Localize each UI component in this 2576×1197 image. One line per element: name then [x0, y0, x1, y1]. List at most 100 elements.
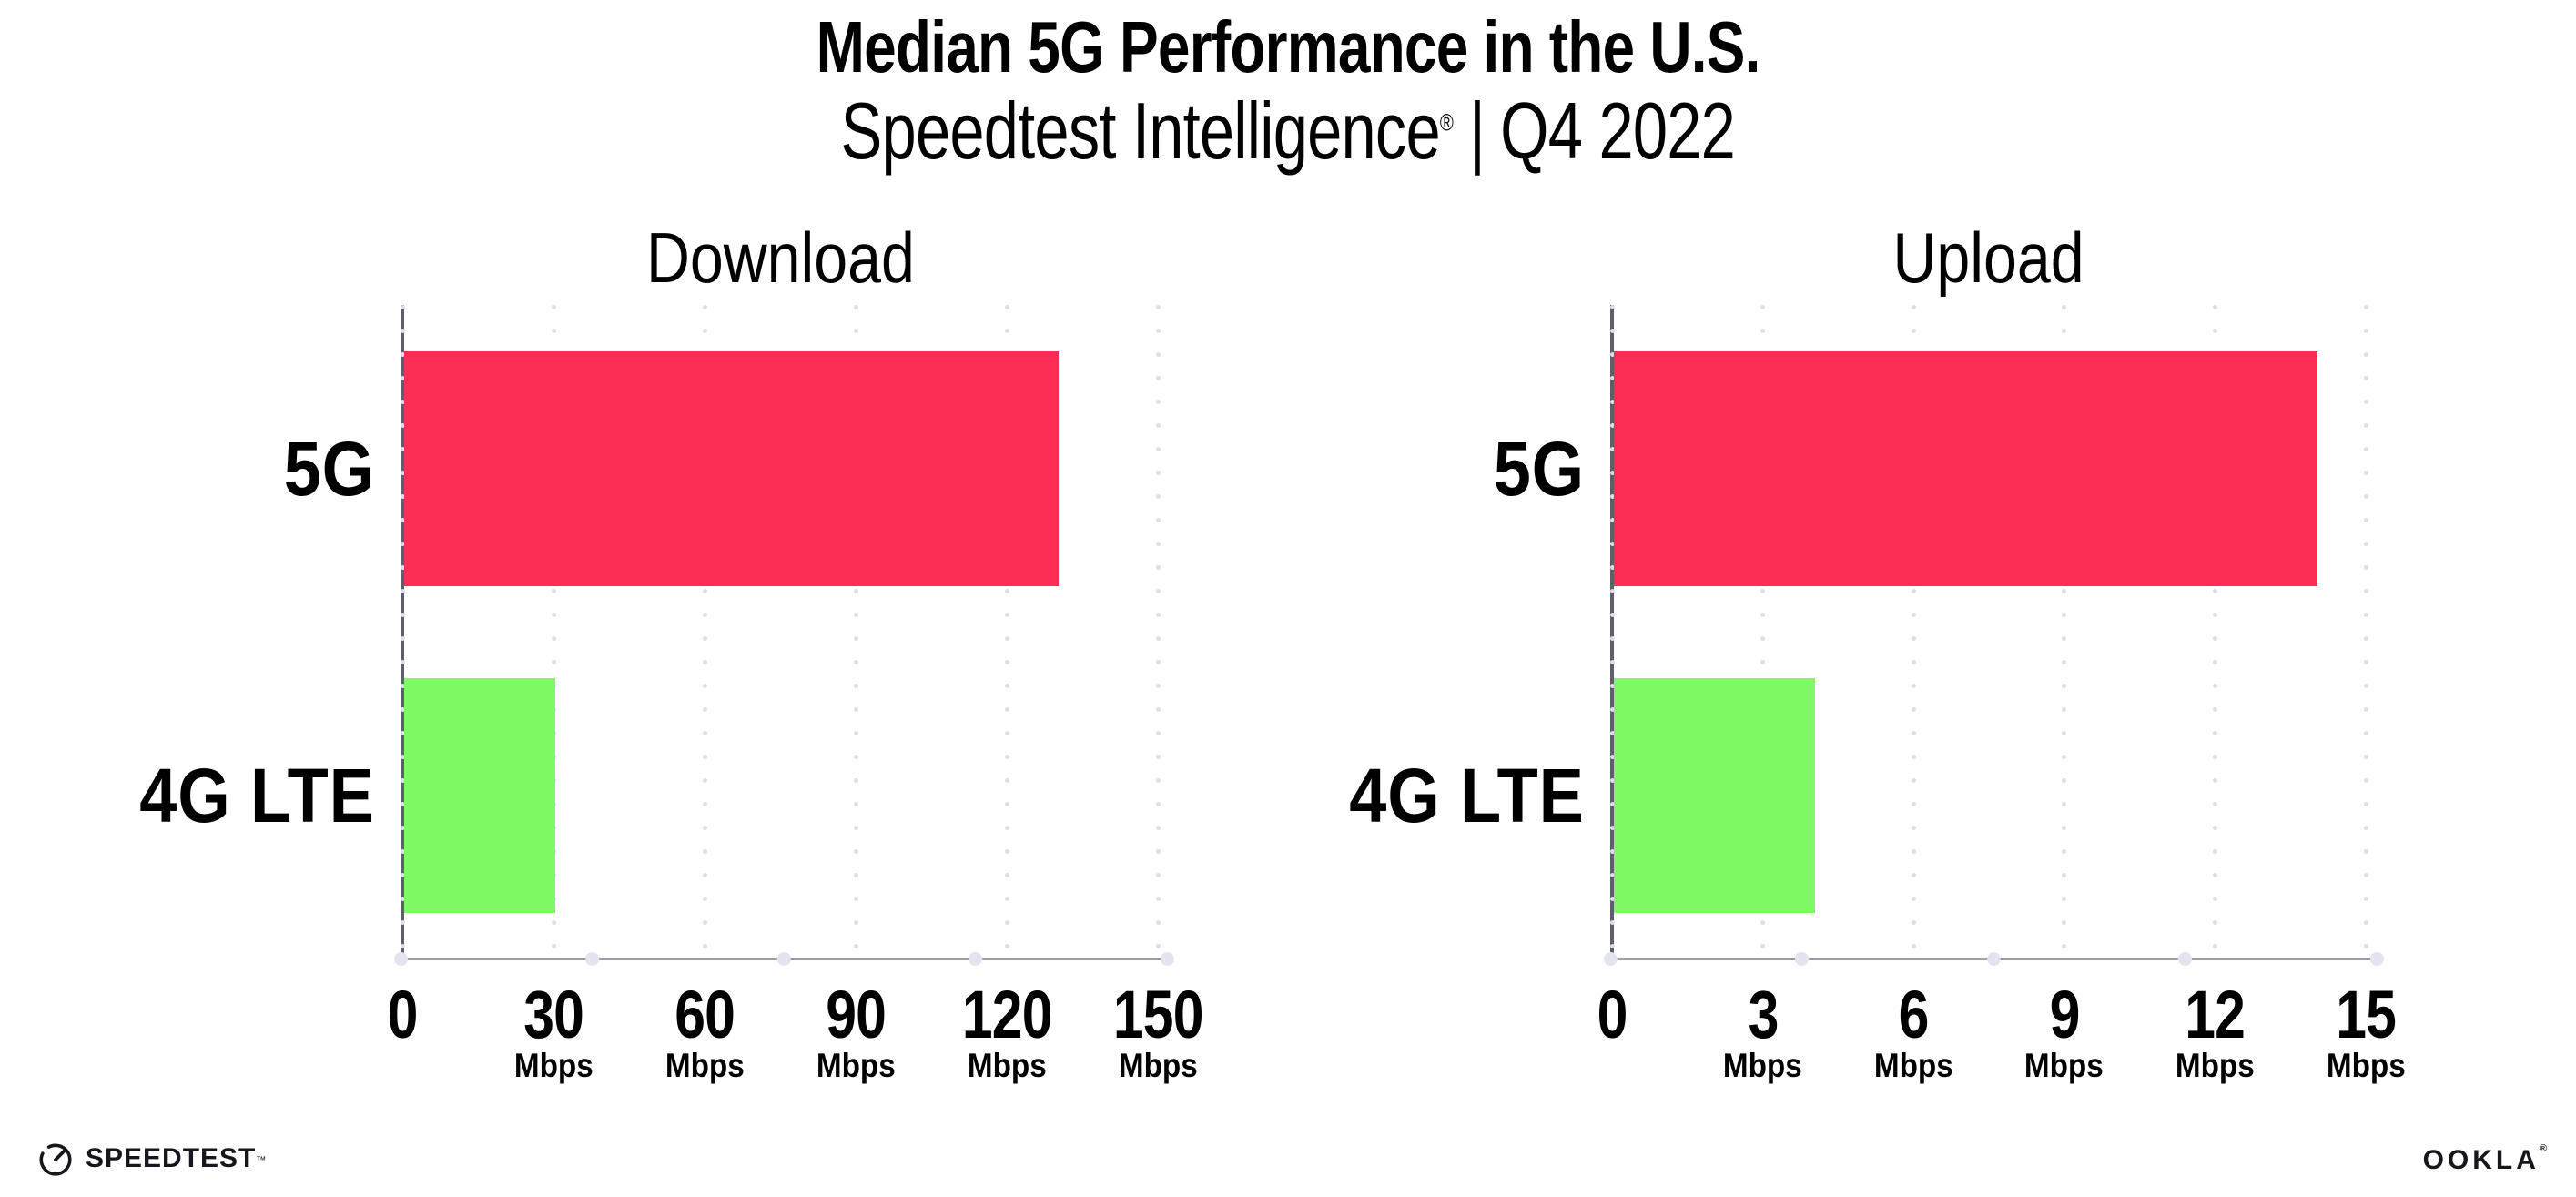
subtitle-product: Speedtest Intelligence — [840, 86, 1441, 176]
bar-4g-lte-download — [404, 678, 555, 913]
ookla-wordmark: OOKLA — [2422, 1145, 2540, 1175]
x-tick-unit-120: Mbps — [916, 1049, 1098, 1082]
x-tick-unit-text: Mbps — [2326, 1047, 2406, 1084]
x-tick-label-60: 60 — [614, 981, 796, 1049]
x-tick-unit-text: Mbps — [1118, 1047, 1198, 1084]
plot-area-upload — [1603, 305, 2384, 966]
bar-5g-upload — [1614, 351, 2317, 586]
x-tick-label-6: 6 — [1822, 981, 2004, 1049]
x-tick-unit-text: Mbps — [513, 1047, 593, 1084]
x-tick-unit-150: Mbps — [1067, 1049, 1249, 1082]
x-tick-label-30: 30 — [462, 981, 644, 1049]
x-tick-value: 30 — [523, 977, 584, 1052]
x-tick-unit-text: Mbps — [2175, 1047, 2255, 1084]
plot-area-download — [393, 305, 1174, 966]
chart-title-text: Upload — [1892, 218, 2085, 298]
x-tick-value: 60 — [674, 977, 735, 1052]
x-tick-value: 0 — [387, 977, 419, 1052]
chart-title-upload: Upload — [1612, 222, 2366, 293]
x-tick-label-0: 0 — [311, 981, 493, 1049]
x-tick-value: 12 — [2185, 977, 2246, 1052]
x-tick-unit-90: Mbps — [765, 1049, 947, 1082]
trademark-icon: ™ — [256, 1155, 267, 1166]
gridline-60 — [702, 305, 707, 959]
speedtest-wordmark: SPEEDTEST — [86, 1143, 257, 1173]
x-tick-unit-15: Mbps — [2275, 1049, 2457, 1082]
x-tick-unit-text: Mbps — [816, 1047, 896, 1084]
x-tick-value: 9 — [2049, 977, 2080, 1052]
gridline-12 — [2212, 305, 2217, 959]
category-label-text: 4G LTE — [139, 753, 375, 838]
axis-node-dot — [776, 951, 791, 966]
x-tick-label-0: 0 — [1521, 981, 1703, 1049]
registered-mark-icon: ® — [1440, 108, 1454, 137]
gridline-120 — [1004, 305, 1009, 959]
x-tick-unit-3: Mbps — [1672, 1049, 1854, 1082]
x-tick-value: 3 — [1748, 977, 1779, 1052]
category-label-text: 5G — [1493, 426, 1585, 512]
page-title: Median 5G Performance in the U.S. — [0, 9, 2576, 86]
axis-node-dot — [2178, 951, 2192, 966]
x-tick-label-150: 150 — [1067, 981, 1249, 1049]
axis-node-dot — [585, 951, 599, 966]
gridline-150 — [1155, 305, 1161, 959]
gridline-90 — [853, 305, 858, 959]
category-label-text: 4G LTE — [1349, 753, 1585, 838]
axis-node-dot — [2369, 951, 2384, 966]
category-label-4g-lte: 4G LTE — [1230, 750, 1585, 841]
gridline-0 — [1609, 305, 1615, 959]
registered-mark-icon: ® — [2539, 1143, 2547, 1154]
x-tick-unit-text: Mbps — [1873, 1047, 1953, 1084]
gridline-6 — [1911, 305, 1916, 959]
x-tick-unit-9: Mbps — [1973, 1049, 2155, 1082]
x-tick-unit-text: Mbps — [1723, 1047, 1803, 1084]
speedtest-logo: SPEEDTEST ™ — [36, 1140, 266, 1178]
gridline-0 — [400, 305, 405, 959]
x-tick-label-15: 15 — [2275, 981, 2457, 1049]
gridline-9 — [2062, 305, 2067, 959]
ookla-logo: OOKLA® — [2422, 1143, 2547, 1176]
axis-node-dot — [969, 951, 982, 966]
x-tick-unit-text: Mbps — [2024, 1047, 2104, 1084]
category-label-text: 5G — [283, 426, 375, 512]
x-tick-value: 6 — [1898, 977, 1930, 1052]
axis-node-dot — [1160, 951, 1174, 966]
gridline-15 — [2363, 305, 2368, 959]
gridline-30 — [551, 305, 556, 959]
x-tick-value: 15 — [2336, 977, 2397, 1052]
x-tick-label-12: 12 — [2124, 981, 2306, 1049]
x-tick-unit-30: Mbps — [462, 1049, 644, 1082]
subtitle: Speedtest Intelligence® | Q4 2022 — [0, 86, 2576, 176]
category-label-4g-lte: 4G LTE — [20, 750, 375, 841]
bar-5g-download — [404, 351, 1060, 586]
x-tick-unit-6: Mbps — [1822, 1049, 2004, 1082]
axis-node-dot — [1986, 951, 2001, 966]
subtitle-period: Q4 2022 — [1500, 86, 1736, 176]
x-tick-unit-text: Mbps — [967, 1047, 1047, 1084]
x-tick-value: 0 — [1597, 977, 1628, 1052]
x-tick-value: 90 — [826, 977, 887, 1052]
gauge-needle-icon — [54, 1149, 66, 1161]
x-tick-value: 120 — [961, 977, 1053, 1052]
speedtest-gauge-icon — [39, 1143, 72, 1176]
category-label-5g: 5G — [1230, 423, 1585, 514]
x-tick-unit-60: Mbps — [614, 1049, 796, 1082]
x-tick-label-3: 3 — [1672, 981, 1854, 1049]
axis-node-dot — [393, 951, 408, 966]
x-tick-unit-text: Mbps — [664, 1047, 745, 1084]
subtitle-divider: | — [1469, 86, 1486, 176]
category-label-5g: 5G — [20, 423, 375, 514]
x-tick-label-120: 120 — [916, 981, 1098, 1049]
chart-title-download: Download — [402, 222, 1158, 293]
gridline-3 — [1760, 305, 1766, 959]
x-tick-value: 150 — [1112, 977, 1204, 1052]
axis-node-dot — [1603, 951, 1618, 966]
chart-title-text: Download — [645, 218, 915, 298]
x-tick-label-9: 9 — [1973, 981, 2155, 1049]
page-title-text: Median 5G Performance in the U.S. — [816, 6, 1761, 87]
axis-node-dot — [1795, 951, 1809, 966]
bar-4g-lte-upload — [1614, 678, 1815, 913]
x-tick-label-90: 90 — [765, 981, 947, 1049]
x-tick-unit-12: Mbps — [2124, 1049, 2306, 1082]
